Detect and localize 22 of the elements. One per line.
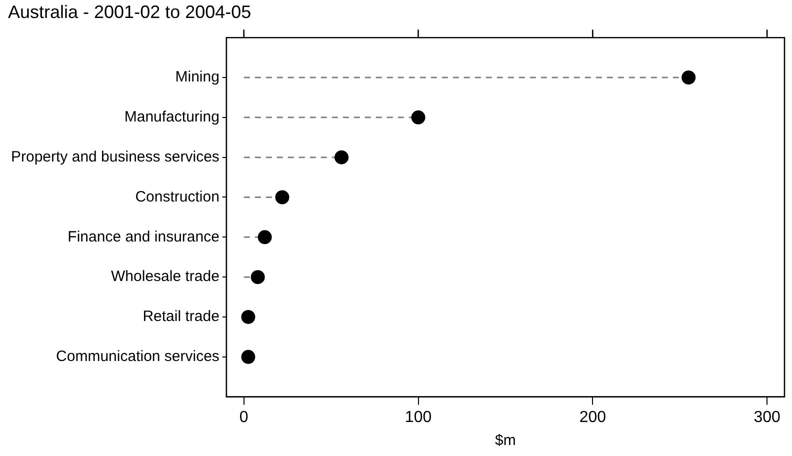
point (258, 230, 272, 244)
x-tick-label: 200 (579, 408, 606, 426)
y-tick-label: Wholesale trade (111, 268, 220, 286)
x-tick-label: 100 (404, 408, 432, 426)
point (275, 190, 290, 204)
chart-title: Australia - 2001-02 to 2004-05 (8, 2, 252, 22)
point (250, 270, 265, 284)
point (241, 310, 256, 324)
x-tick-label: 0 (239, 408, 248, 426)
y-tick-label: Finance and insurance (68, 228, 220, 246)
y-tick-label: Communication services (56, 348, 220, 366)
y-tick-label: Property and business services (10, 148, 220, 166)
y-tick-label: Manufacturing (124, 108, 220, 126)
y-tick-label: Mining (175, 68, 220, 86)
x-tick-label: 300 (754, 408, 781, 426)
point (682, 70, 696, 85)
x-axis-title: $m (495, 432, 516, 450)
point (334, 150, 349, 164)
y-tick-label: Retail trade (142, 308, 220, 326)
point (241, 350, 256, 364)
y-tick-label: Construction (135, 188, 220, 206)
point (411, 110, 426, 124)
